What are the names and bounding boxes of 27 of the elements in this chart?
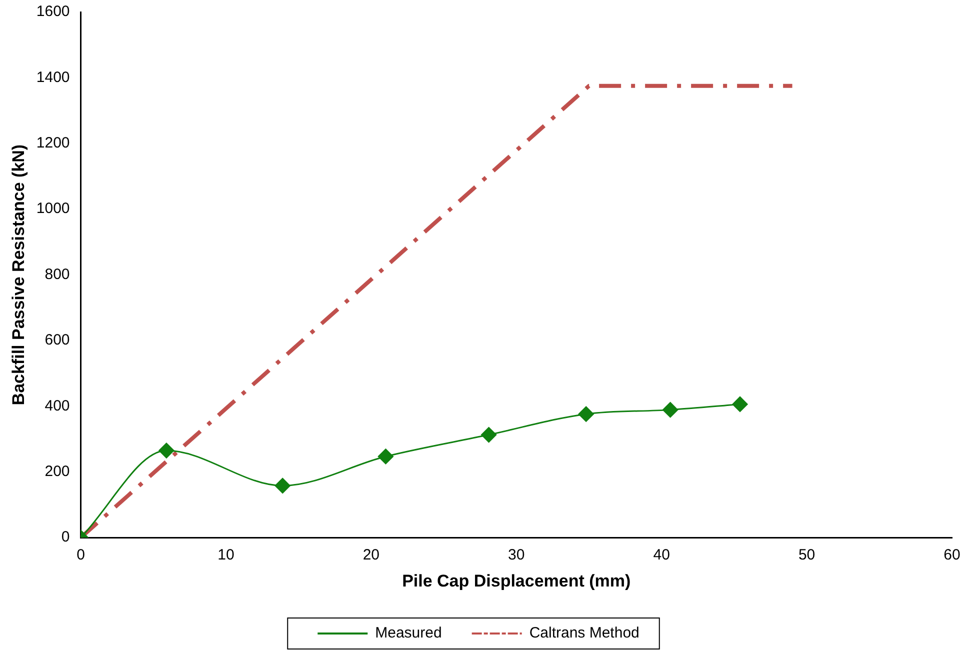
point [378, 448, 394, 464]
x-tick-label: 60 [944, 546, 960, 564]
y-tick-label: 1600 [36, 3, 70, 20]
x-tick-label: 10 [218, 546, 234, 564]
y-tick-label: 600 [44, 332, 70, 349]
y-tick-label: 1200 [36, 134, 70, 152]
y-tick-label: 800 [44, 266, 70, 283]
y-axis-title: Backfill Passive Resistance (kN) [8, 144, 28, 406]
point [274, 478, 290, 494]
point [158, 442, 174, 458]
y-tick-label: 200 [44, 463, 70, 480]
x-tick-label: 20 [362, 546, 380, 564]
x-tick-label: 40 [653, 546, 670, 564]
x-tick-label: 0 [76, 546, 85, 564]
y-tick-label: 1400 [36, 68, 70, 86]
x-axis-title: Pile Cap Displacement (mm) [402, 571, 631, 590]
y-tick-label: 400 [44, 397, 70, 414]
legend-label: Measured [375, 624, 442, 642]
x-tick-label: 50 [798, 546, 816, 564]
point [662, 402, 678, 418]
legend-label: Caltrans Method [529, 624, 640, 642]
point [578, 406, 594, 422]
y-tick-label: 1000 [36, 200, 70, 218]
point [481, 427, 497, 443]
point [732, 396, 748, 412]
x-tick-label: 30 [508, 546, 525, 564]
y-tick-label: 0 [61, 528, 70, 546]
